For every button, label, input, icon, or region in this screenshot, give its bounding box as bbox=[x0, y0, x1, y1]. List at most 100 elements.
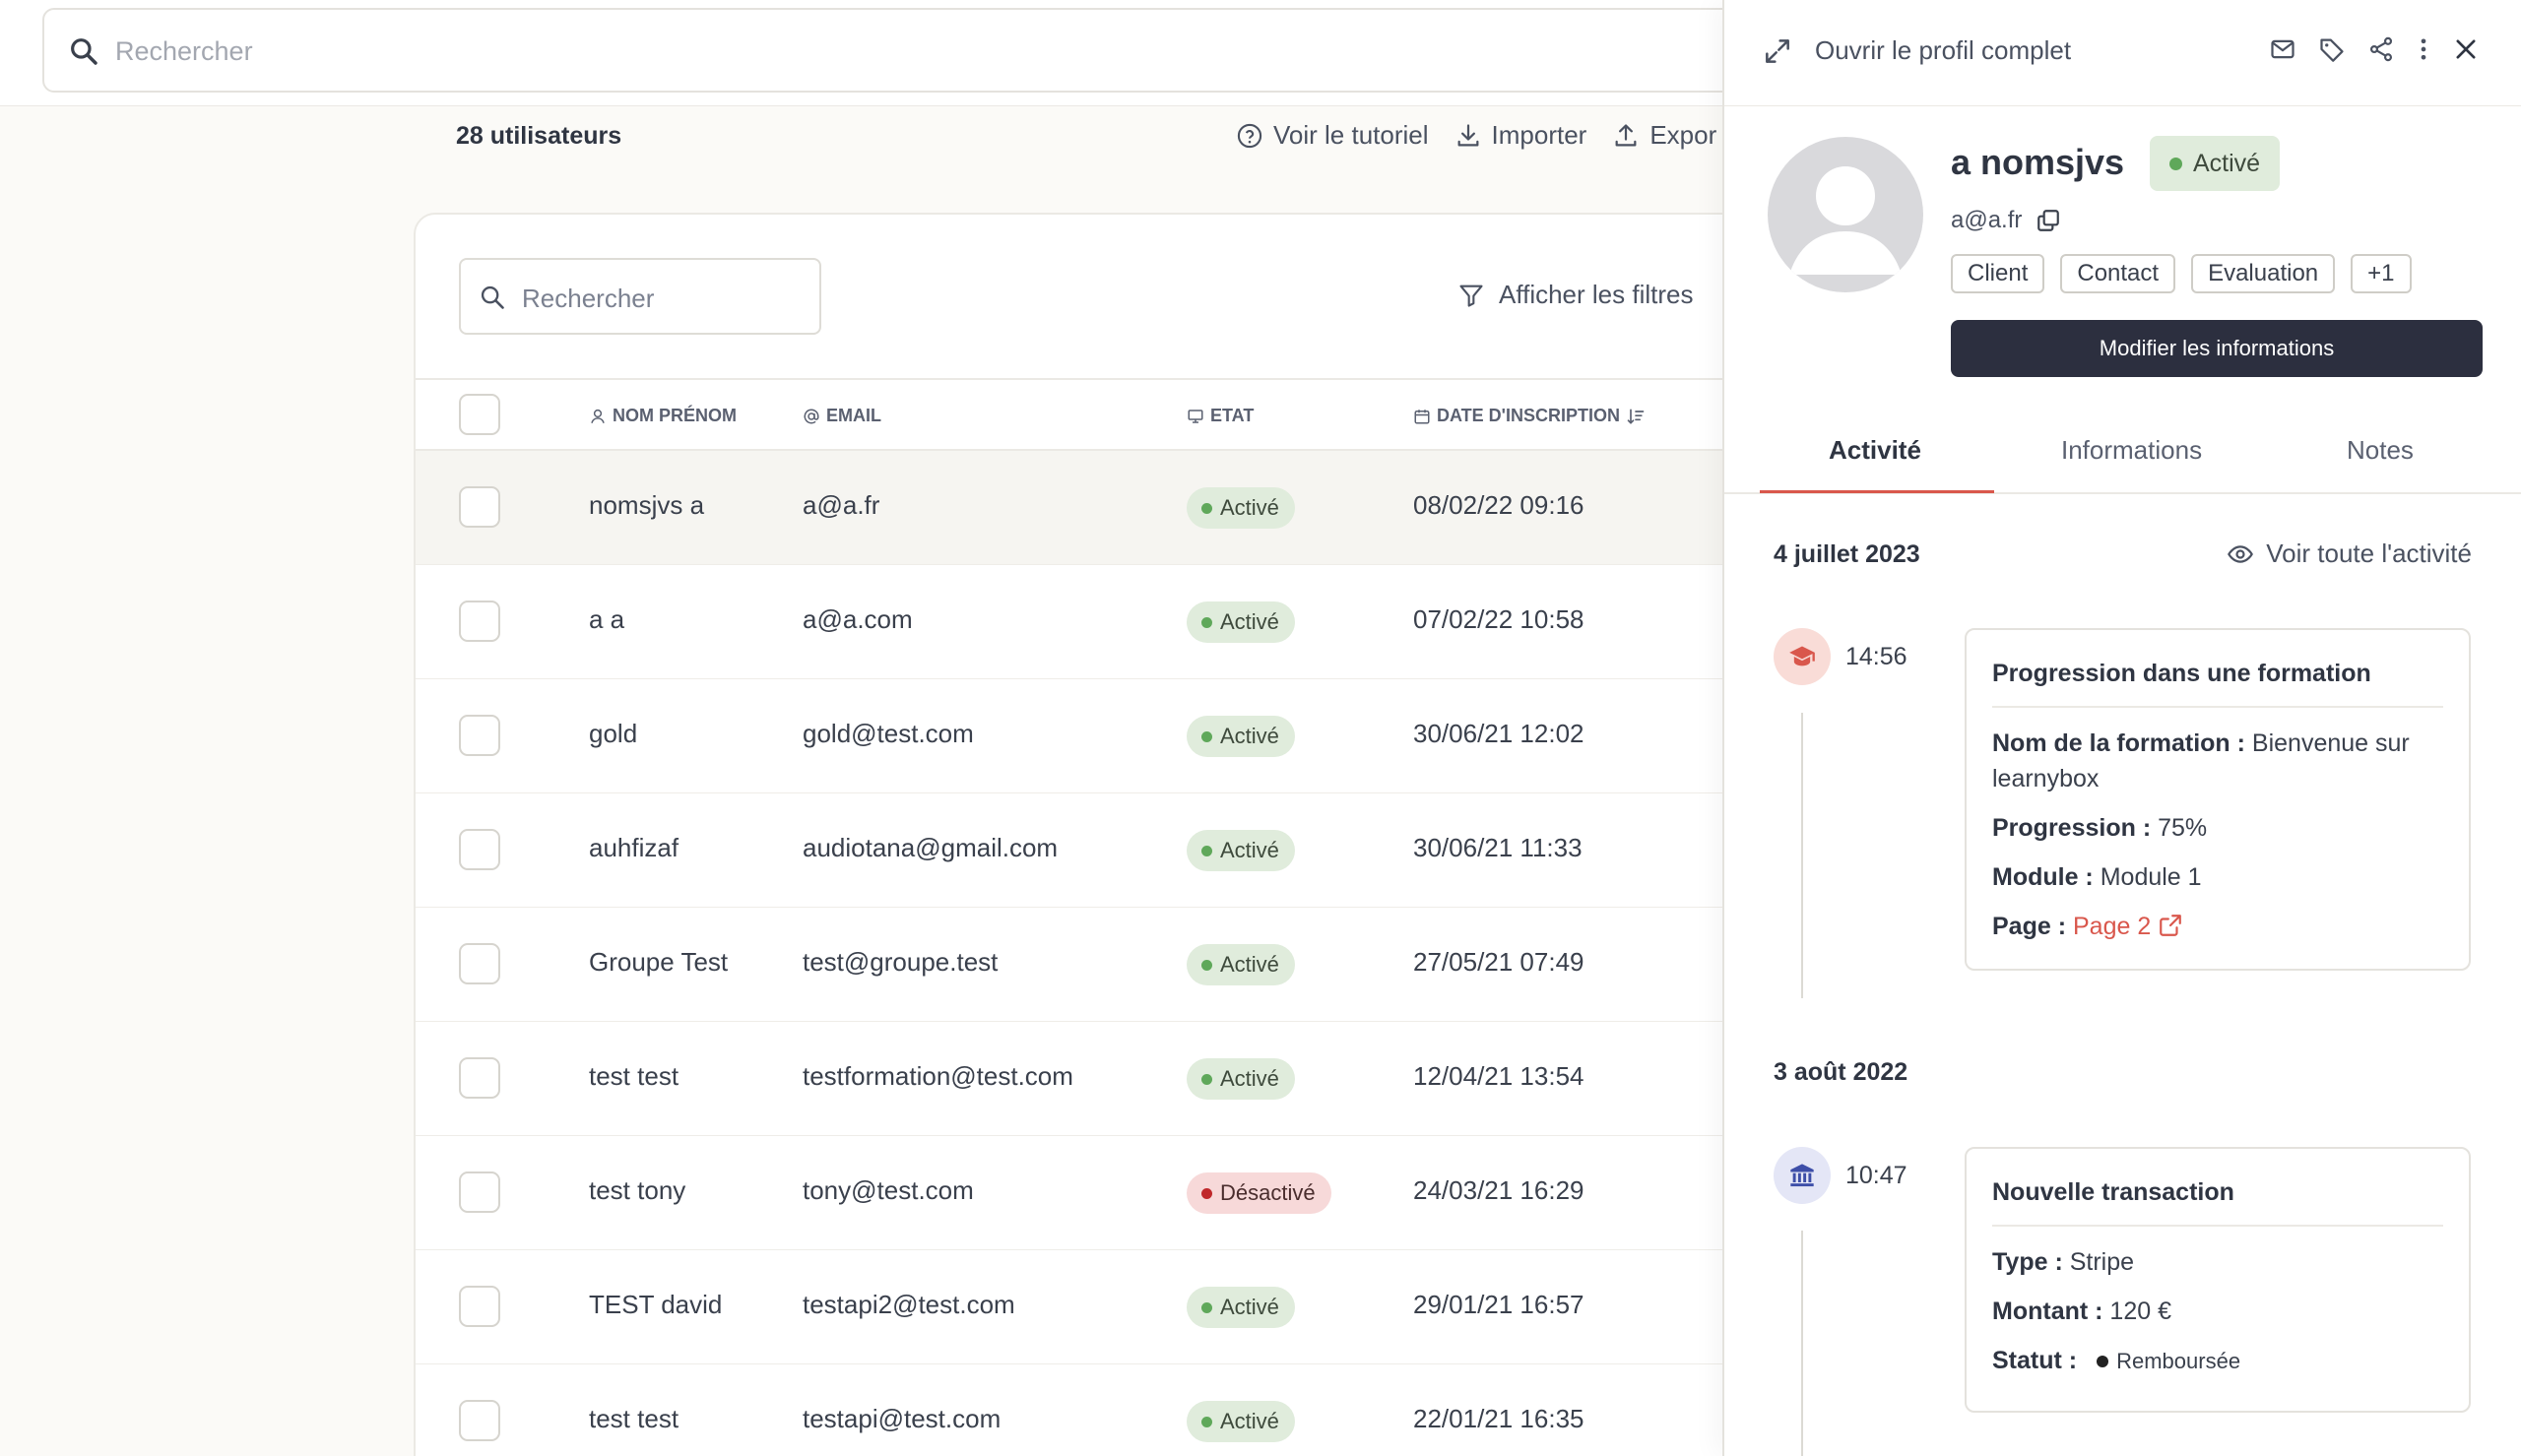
status-badge: Activé bbox=[1187, 601, 1295, 643]
close-icon[interactable] bbox=[2452, 35, 2480, 63]
status-badge: Activé bbox=[1187, 1287, 1295, 1328]
see-all-activity-link[interactable]: Voir toute l'activité bbox=[2227, 538, 2472, 569]
row-checkbox[interactable] bbox=[459, 486, 500, 528]
import-button[interactable]: Importer bbox=[1454, 120, 1586, 151]
table-row[interactable]: nomsjvs a a@a.fr Activé 08/02/22 09:16 bbox=[416, 451, 1790, 565]
tab-notes[interactable]: Notes bbox=[2347, 435, 2414, 465]
users-table-card: Rechercher Afficher les filtres NOM PRÉN… bbox=[414, 213, 1792, 1456]
column-name[interactable]: NOM PRÉNOM bbox=[589, 406, 737, 426]
tag-contact[interactable]: Contact bbox=[2060, 254, 2176, 293]
profile-name: a nomsjvs bbox=[1951, 142, 2125, 182]
table-row[interactable]: TEST david testapi2@test.com Activé 29/01/2… bbox=[416, 1250, 1790, 1364]
table-row[interactable]: Groupe Test test@groupe.test Activé 27/05/2… bbox=[416, 908, 1790, 1022]
row-name: test test bbox=[589, 1404, 679, 1433]
edit-info-button[interactable]: Modifier les informations bbox=[1951, 320, 2483, 377]
row-email: testapi2@test.com bbox=[803, 1290, 1015, 1319]
bank-icon bbox=[1790, 1164, 1814, 1187]
table-row[interactable]: test tony tony@test.com Désactivé 24/03/21 … bbox=[416, 1136, 1790, 1250]
refunded-status: Remboursée bbox=[2116, 1349, 2241, 1373]
mail-icon[interactable] bbox=[2269, 35, 2296, 63]
row-name: test test bbox=[589, 1061, 679, 1091]
table-row[interactable]: auhfizaf audiotana@gmail.com Activé 30/06/2… bbox=[416, 793, 1790, 908]
status-line: Statut : Remboursée bbox=[1992, 1347, 2241, 1374]
row-checkbox[interactable] bbox=[459, 715, 500, 756]
table-row[interactable]: test test testformation@test.com Activé 12/… bbox=[416, 1022, 1790, 1136]
table-header: NOM PRÉNOM EMAIL ETAT DATE D'INSCRIPTION bbox=[416, 378, 1790, 451]
select-all-checkbox[interactable] bbox=[459, 394, 500, 435]
profile-email-value: a@a.fr bbox=[1951, 207, 2023, 233]
tag-evaluation[interactable]: Evaluation bbox=[2191, 254, 2336, 293]
table-row[interactable]: a a a@a.com Activé 07/02/22 10:58 bbox=[416, 565, 1790, 679]
row-checkbox[interactable] bbox=[459, 1286, 500, 1327]
tutorial-button[interactable]: Voir le tutoriel bbox=[1236, 120, 1429, 151]
more-vertical-icon[interactable] bbox=[2417, 35, 2430, 63]
column-email[interactable]: EMAIL bbox=[803, 406, 881, 426]
row-name: gold bbox=[589, 719, 638, 748]
show-filters-label: Afficher les filtres bbox=[1499, 280, 1694, 309]
user-icon bbox=[591, 409, 605, 423]
see-all-activity-label: Voir toute l'activité bbox=[2266, 538, 2472, 568]
timeline-line bbox=[1801, 713, 1803, 998]
event-transaction-icon-wrap bbox=[1774, 1147, 1831, 1204]
open-full-profile-link[interactable]: Ouvrir le profil complet bbox=[1815, 35, 2072, 65]
panel-tabs: Activité Informations Notes bbox=[1724, 413, 2521, 494]
tab-activity[interactable]: Activité bbox=[1829, 435, 1921, 465]
top-bar: Rechercher bbox=[0, 0, 1756, 106]
column-date-label: DATE D'INSCRIPTION bbox=[1437, 406, 1620, 425]
avatar bbox=[1768, 137, 1923, 292]
calendar-icon bbox=[1414, 409, 1430, 423]
row-checkbox[interactable] bbox=[459, 943, 500, 984]
download-icon bbox=[1457, 123, 1478, 146]
panel-header: Ouvrir le profil complet bbox=[1724, 0, 2521, 106]
row-date: 22/01/21 16:35 bbox=[1413, 1404, 1584, 1433]
event-training-icon-wrap bbox=[1774, 628, 1831, 685]
status-badge: Activé bbox=[1187, 487, 1295, 529]
row-email: testformation@test.com bbox=[803, 1061, 1073, 1091]
status-badge: Activé bbox=[1187, 830, 1295, 871]
copy-icon[interactable] bbox=[2036, 208, 2061, 233]
share-icon[interactable] bbox=[2367, 35, 2395, 63]
expand-icon[interactable] bbox=[1762, 35, 1793, 67]
event-time: 10:47 bbox=[1845, 1162, 1907, 1189]
table-row[interactable]: gold gold@test.com Activé 30/06/21 12:02 bbox=[416, 679, 1790, 793]
training-name-line: Nom de la formation : Bienvenue sur lear… bbox=[1992, 729, 2410, 792]
column-state[interactable]: ETAT bbox=[1187, 406, 1254, 426]
table-search-input[interactable]: Rechercher bbox=[459, 258, 821, 335]
status-badge: Activé bbox=[1187, 1058, 1295, 1100]
column-email-label: EMAIL bbox=[826, 406, 881, 425]
row-checkbox[interactable] bbox=[459, 829, 500, 870]
row-date: 30/06/21 11:33 bbox=[1413, 833, 1583, 862]
panel-header-actions bbox=[2269, 35, 2480, 63]
row-checkbox[interactable] bbox=[459, 1171, 500, 1213]
row-email: tony@test.com bbox=[803, 1175, 974, 1205]
row-checkbox[interactable] bbox=[459, 1400, 500, 1441]
export-button[interactable]: Expor bbox=[1612, 120, 1716, 151]
activity-date-heading: 3 août 2022 bbox=[1774, 1058, 1908, 1086]
tab-informations[interactable]: Informations bbox=[2061, 435, 2203, 465]
row-checkbox[interactable] bbox=[459, 601, 500, 642]
row-email: testapi@test.com bbox=[803, 1404, 1002, 1433]
tag-more[interactable]: +1 bbox=[2351, 254, 2412, 293]
filter-icon bbox=[1459, 285, 1483, 307]
external-link-icon bbox=[2160, 915, 2182, 936]
row-checkbox[interactable] bbox=[459, 1057, 500, 1099]
column-state-label: ETAT bbox=[1210, 406, 1255, 425]
user-count: 28 utilisateurs bbox=[456, 122, 622, 150]
active-tab-indicator bbox=[1760, 490, 1994, 493]
sort-descending-icon[interactable] bbox=[1626, 407, 1646, 426]
toolbar-actions: Voir le tutoriel Importer Expor bbox=[1236, 120, 1716, 151]
table-row[interactable]: test test testapi@test.com Activé 22/01/21 … bbox=[416, 1364, 1790, 1456]
tag-icon[interactable] bbox=[2318, 35, 2346, 63]
event-title: Nouvelle transaction bbox=[1992, 1149, 2443, 1227]
global-search-placeholder: Rechercher bbox=[115, 36, 253, 66]
row-email: a@a.fr bbox=[803, 490, 880, 520]
row-email: test@groupe.test bbox=[803, 947, 999, 977]
show-filters-button[interactable]: Afficher les filtres bbox=[1457, 280, 1693, 310]
profile-email: a@a.fr bbox=[1951, 207, 2061, 234]
profile-status-badge: Activé bbox=[2150, 136, 2281, 191]
page-link[interactable]: Page 2 bbox=[2073, 913, 2183, 940]
tag-client[interactable]: Client bbox=[1951, 254, 2045, 293]
upload-icon bbox=[1615, 123, 1637, 146]
column-date[interactable]: DATE D'INSCRIPTION bbox=[1413, 406, 1646, 426]
global-search-input[interactable]: Rechercher bbox=[42, 8, 1756, 93]
